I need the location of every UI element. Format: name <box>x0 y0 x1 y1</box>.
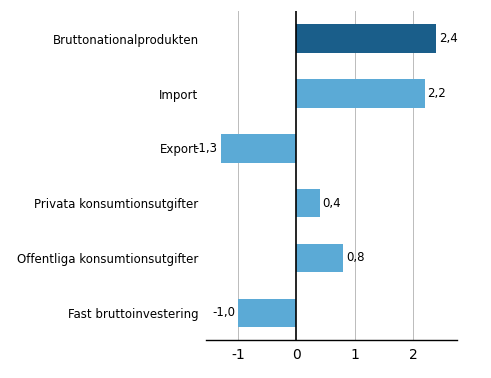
Bar <box>297 244 343 272</box>
Bar <box>297 79 425 108</box>
Text: -1,0: -1,0 <box>212 306 235 319</box>
Text: -1,3: -1,3 <box>195 142 218 155</box>
Text: 0,8: 0,8 <box>346 251 364 265</box>
Bar <box>238 299 297 327</box>
Bar <box>221 134 297 163</box>
Text: 2,4: 2,4 <box>439 32 458 45</box>
Bar <box>297 189 320 217</box>
Text: 0,4: 0,4 <box>323 197 341 210</box>
Text: 2,2: 2,2 <box>428 87 446 100</box>
Bar <box>297 25 436 53</box>
